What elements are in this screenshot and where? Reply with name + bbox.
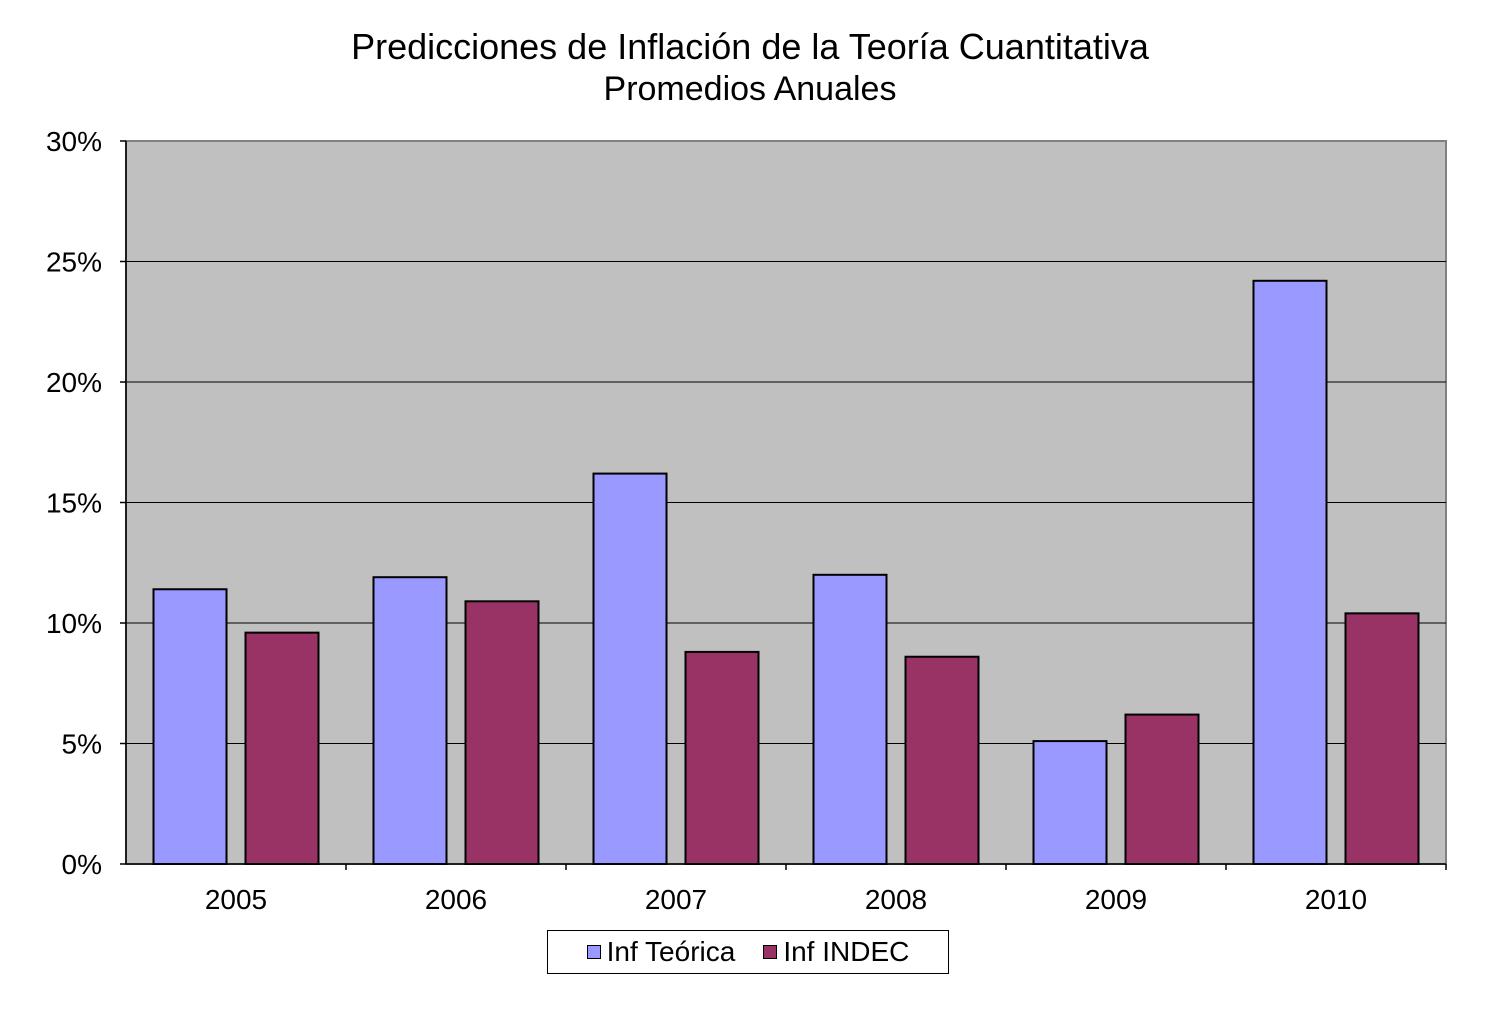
chart-subtitle: Promedios Anuales (603, 70, 897, 108)
y-tick-label: 10% (46, 608, 102, 639)
x-tick-label-2010: 2010 (1305, 884, 1367, 915)
bar-inf-teorica-2008 (812, 573, 888, 865)
y-tick-label: 15% (46, 488, 102, 519)
bar-inf-indec-2005 (244, 631, 320, 866)
chart-legend: Inf Teórica Inf INDEC (547, 930, 949, 974)
x-tick-label-2005: 2005 (205, 884, 267, 915)
bar-inf-teorica-2010 (1252, 279, 1328, 865)
bar-inf-indec-2008 (904, 655, 980, 865)
x-tick-label-2009: 2009 (1085, 884, 1147, 915)
bar-inf-teorica-2005 (152, 588, 228, 865)
y-tick-label: 25% (46, 247, 102, 278)
legend-label-inf-teorica: Inf Teórica (606, 936, 736, 967)
y-tick-label: 20% (46, 367, 102, 398)
bar-inf-indec-2006 (464, 600, 540, 865)
x-tick-label-2006: 2006 (425, 884, 487, 915)
y-tick-label: 0% (62, 849, 102, 880)
y-tick-label: 30% (46, 126, 102, 157)
bar-inf-teorica-2007 (592, 472, 668, 865)
legend-swatch-inf-indec (763, 945, 778, 959)
y-tick-label: 5% (62, 729, 102, 760)
x-tick-label-2008: 2008 (865, 884, 927, 915)
legend-item-inf-indec: Inf INDEC (763, 936, 909, 968)
bar-inf-indec-2010 (1344, 612, 1420, 865)
x-tick-label-2007: 2007 (645, 884, 707, 915)
bar-inf-teorica-2006 (372, 576, 448, 866)
chart-title: Predicciones de Inflación de la Teoría C… (351, 26, 1149, 67)
legend-label-inf-indec: Inf INDEC (783, 936, 910, 967)
legend-item-inf-teorica: Inf Teórica (586, 936, 736, 968)
bar-inf-indec-2007 (684, 650, 760, 865)
bar-inf-teorica-2009 (1032, 740, 1108, 866)
legend-swatch-inf-teorica (586, 945, 601, 959)
bar-inf-indec-2009 (1124, 713, 1200, 866)
